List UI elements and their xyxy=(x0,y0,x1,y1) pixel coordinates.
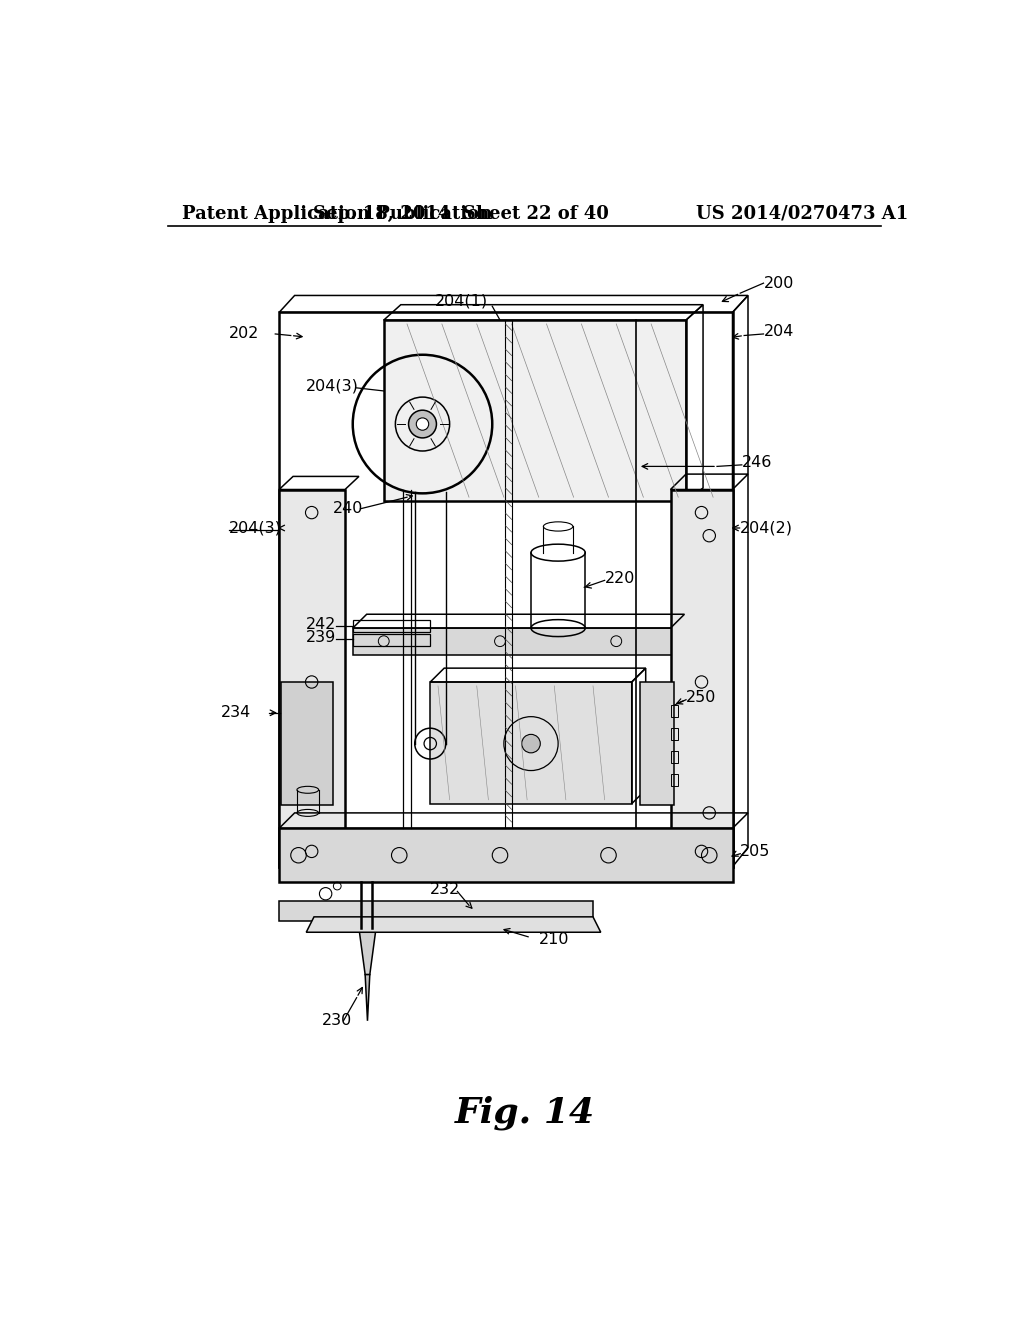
Text: 204(3): 204(3) xyxy=(306,378,359,393)
Text: 242: 242 xyxy=(306,616,337,632)
Text: 246: 246 xyxy=(741,455,772,470)
Text: Sep. 18, 2014  Sheet 22 of 40: Sep. 18, 2014 Sheet 22 of 40 xyxy=(313,205,609,223)
Circle shape xyxy=(417,418,429,430)
Polygon shape xyxy=(640,682,675,805)
Text: 232: 232 xyxy=(430,882,461,898)
Text: 240: 240 xyxy=(334,502,364,516)
Polygon shape xyxy=(306,917,601,932)
Circle shape xyxy=(409,411,436,438)
Text: 239: 239 xyxy=(306,630,337,645)
Text: 205: 205 xyxy=(740,843,771,859)
Polygon shape xyxy=(359,928,376,974)
Text: Fig. 14: Fig. 14 xyxy=(455,1096,595,1130)
Polygon shape xyxy=(280,490,345,867)
Polygon shape xyxy=(282,682,334,805)
Text: 234: 234 xyxy=(221,705,251,721)
Polygon shape xyxy=(366,974,370,1020)
Text: 204(3): 204(3) xyxy=(228,520,282,536)
Text: 200: 200 xyxy=(764,276,794,290)
Text: 220: 220 xyxy=(604,570,635,586)
Polygon shape xyxy=(671,490,732,867)
Text: 230: 230 xyxy=(322,1014,352,1028)
Text: US 2014/0270473 A1: US 2014/0270473 A1 xyxy=(696,205,908,223)
Text: 250: 250 xyxy=(686,690,717,705)
Polygon shape xyxy=(430,682,632,804)
Text: 204(2): 204(2) xyxy=(740,520,794,536)
Text: 210: 210 xyxy=(539,932,569,948)
Circle shape xyxy=(521,734,541,752)
Text: Patent Application Publication: Patent Application Publication xyxy=(182,205,493,223)
Polygon shape xyxy=(280,829,732,882)
Text: 204(1): 204(1) xyxy=(434,293,487,309)
Polygon shape xyxy=(384,321,686,502)
Text: 204: 204 xyxy=(764,325,794,339)
Text: 202: 202 xyxy=(228,326,259,342)
Polygon shape xyxy=(352,628,671,655)
Polygon shape xyxy=(280,902,593,921)
